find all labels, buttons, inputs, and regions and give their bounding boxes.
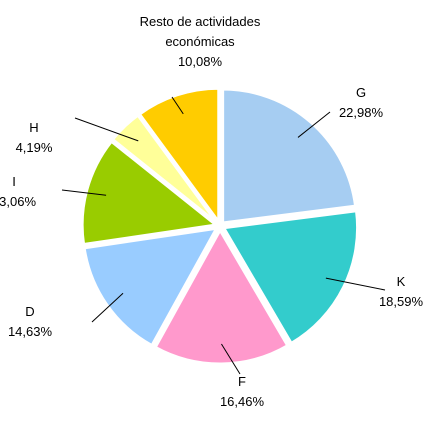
value-label: 10,08%	[177, 54, 223, 69]
category-name: F	[238, 374, 246, 389]
leader-line	[325, 277, 386, 291]
slice-label: Resto de actividades económicas 10,08%	[115, 12, 285, 72]
slice-label: I 13,06%	[0, 172, 36, 212]
leader-line	[171, 96, 184, 115]
slice-label: K 18,59%	[379, 272, 423, 312]
category-name: I	[12, 174, 16, 189]
category-name: Resto de actividades económicas	[139, 14, 261, 49]
leader-line	[91, 292, 124, 323]
leader-line	[74, 117, 139, 142]
value-label: 18,59%	[378, 294, 424, 309]
slice-label: F 16,46%	[220, 372, 264, 412]
leader-line	[61, 189, 107, 196]
category-name: D	[25, 304, 35, 319]
pie-slice	[110, 113, 219, 225]
category-name: H	[29, 120, 39, 135]
slice-label: D 14,63%	[8, 302, 52, 342]
category-name: G	[355, 85, 367, 100]
pie-slice	[137, 86, 221, 227]
value-label: 14,63%	[7, 324, 53, 339]
leader-line	[221, 343, 241, 375]
value-label: 22,98%	[338, 105, 384, 120]
value-label: 16,46%	[219, 394, 265, 409]
value-label: 13,06%	[0, 194, 37, 209]
slice-label: H 4,19%	[16, 118, 53, 158]
category-name: K	[396, 274, 406, 289]
leader-line	[297, 111, 331, 138]
pie-slice	[82, 226, 220, 348]
pie-slice	[80, 139, 220, 247]
pie-slice	[221, 209, 360, 346]
pie-slice	[221, 87, 358, 225]
slice-label: G 22,98%	[339, 83, 383, 123]
pie-slice	[153, 226, 290, 366]
value-label: 4,19%	[15, 140, 53, 155]
